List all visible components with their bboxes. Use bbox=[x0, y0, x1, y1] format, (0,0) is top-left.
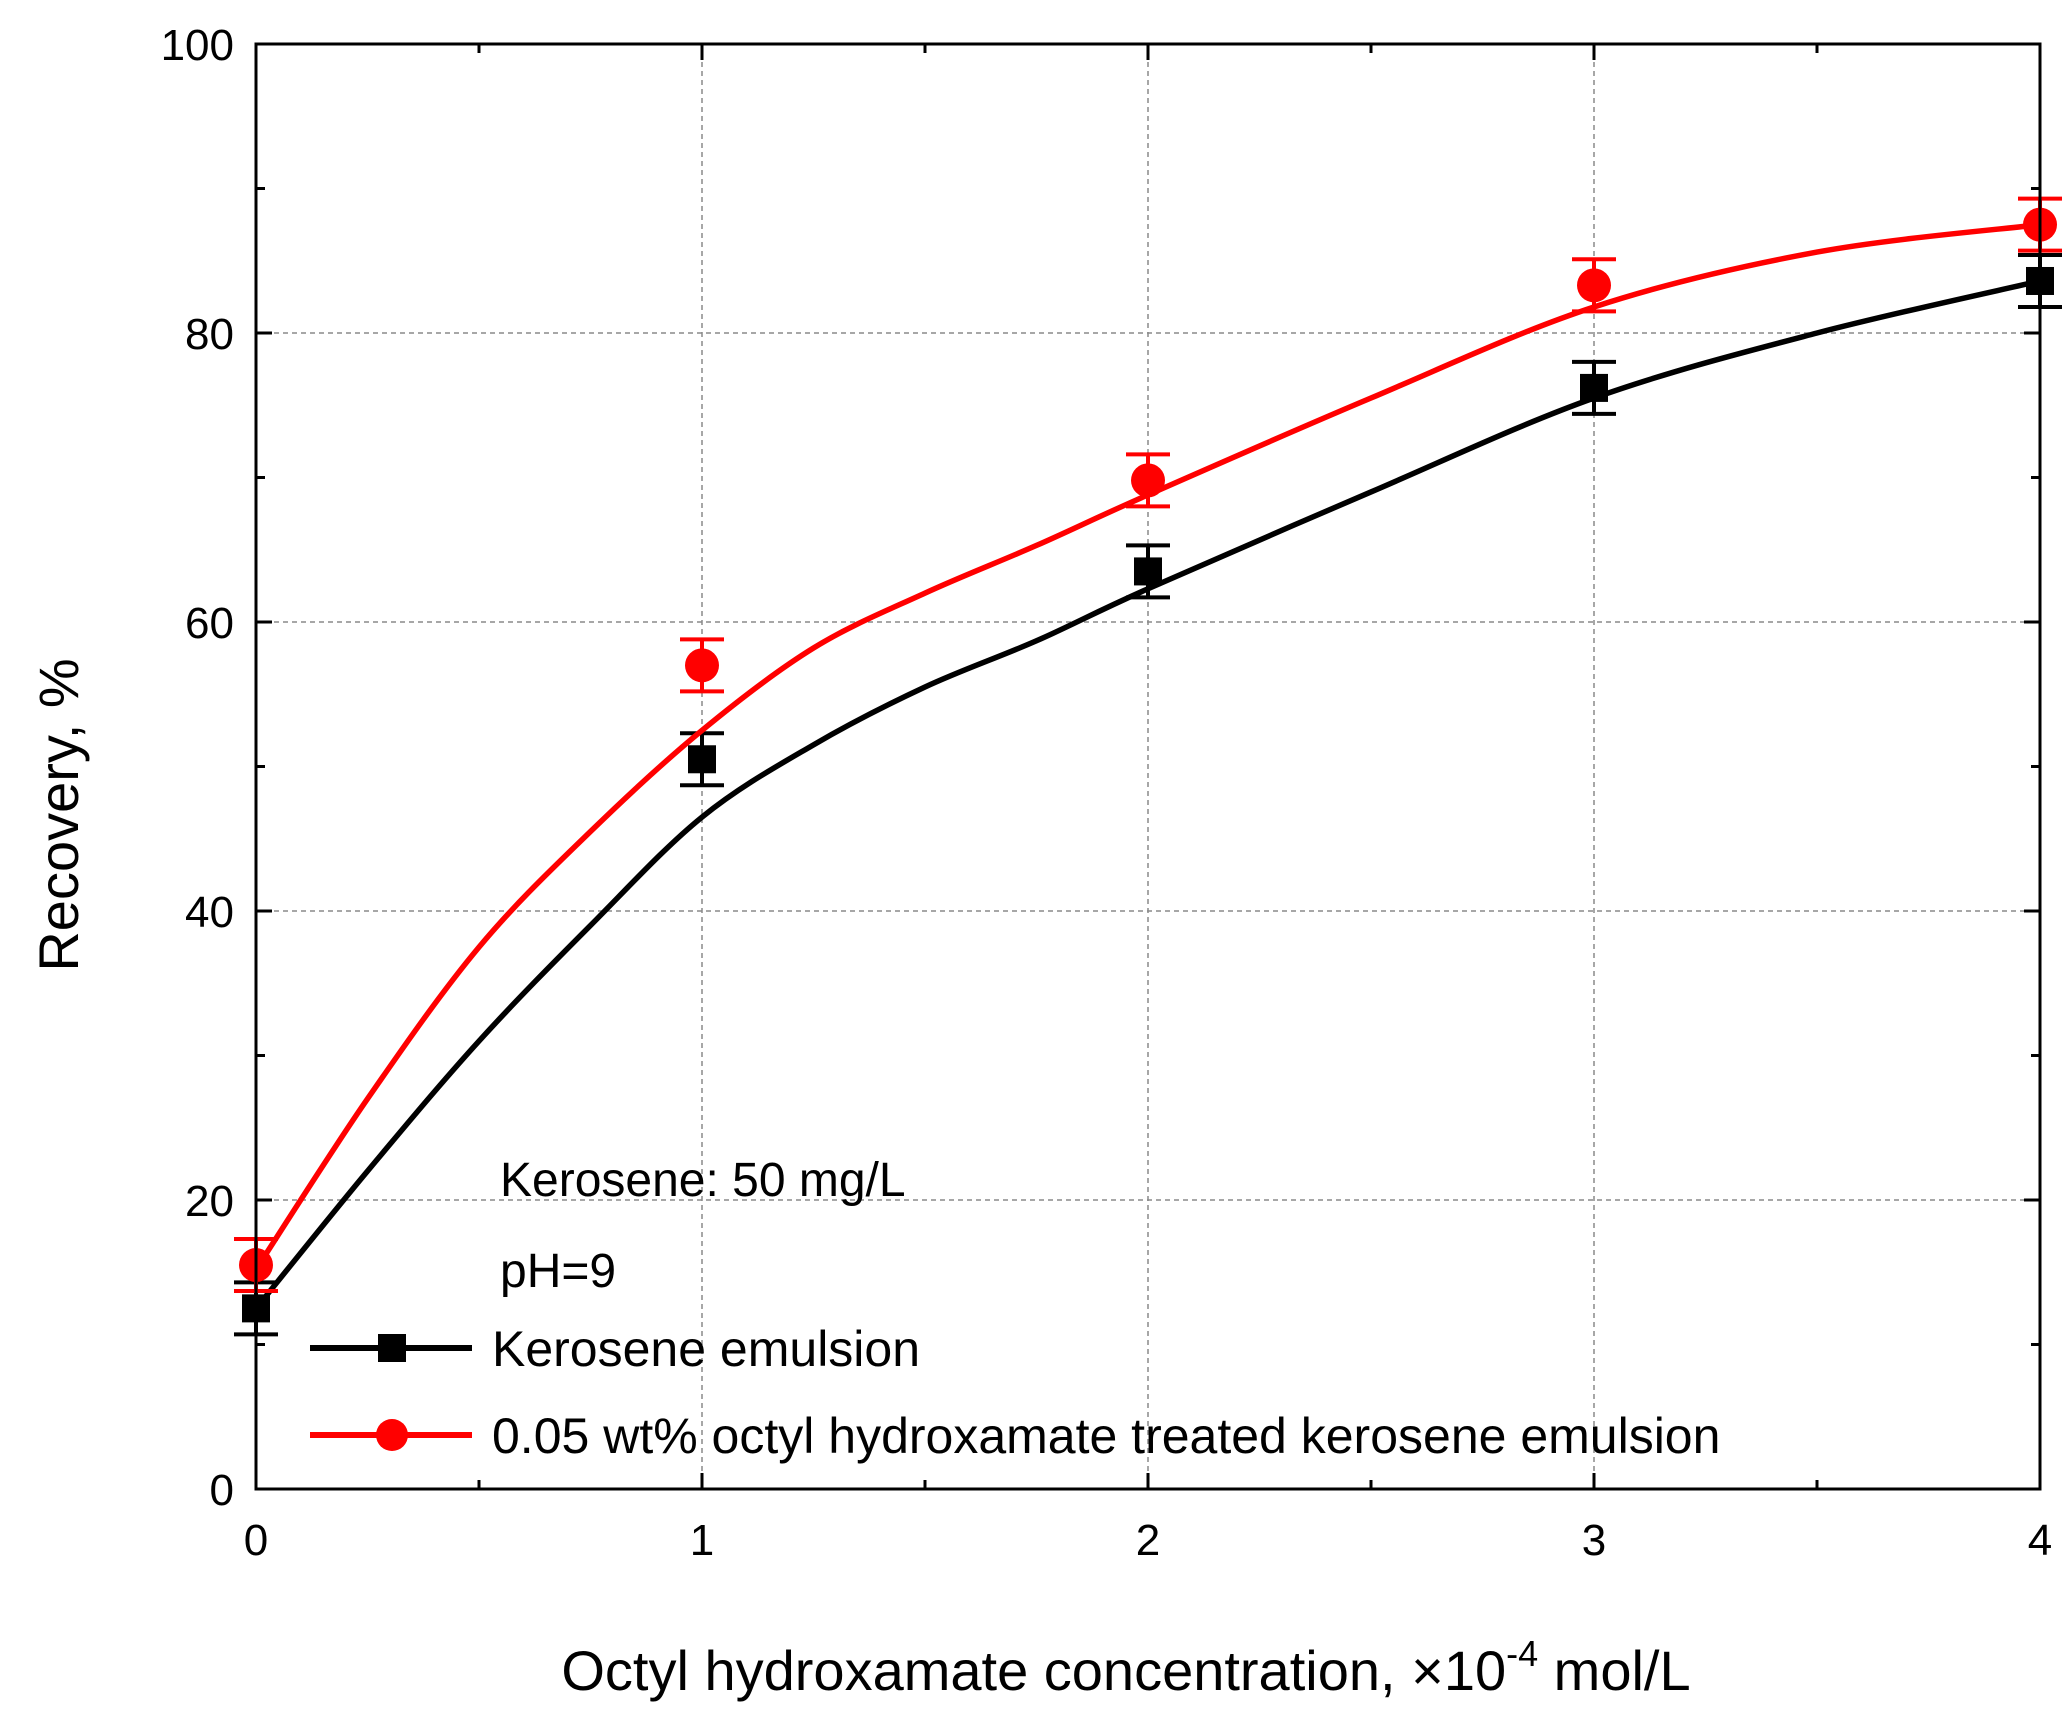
x-tick-label: 1 bbox=[690, 1516, 714, 1565]
legend-item-treated-emulsion: 0.05 wt% octyl hydroxamate treated keros… bbox=[310, 1408, 1720, 1464]
legend: Kerosene emulsion 0.05 wt% octyl hydroxa… bbox=[310, 1321, 1720, 1464]
annotation-ph: pH=9 bbox=[500, 1245, 616, 1298]
y-tick-label: 60 bbox=[185, 599, 234, 648]
x-axis-title-exponent: -4 bbox=[1506, 1633, 1538, 1674]
series-fit-line bbox=[253, 221, 2041, 1271]
y-tick-label: 40 bbox=[185, 888, 234, 937]
data-point-square bbox=[1134, 557, 1162, 586]
data-point-square bbox=[688, 745, 716, 774]
legend-marker-circle bbox=[376, 1419, 408, 1451]
annotation-kerosene: Kerosene: 50 mg/L bbox=[500, 1154, 906, 1207]
x-axis-title: Octyl hydroxamate concentration, ×10-4 m… bbox=[561, 1633, 1690, 1702]
legend-marker-square bbox=[378, 1334, 406, 1362]
series-fit-line bbox=[253, 278, 2041, 1311]
data-point-square bbox=[1580, 373, 1608, 402]
series-treated-emulsion bbox=[234, 196, 2062, 1294]
data-point-circle bbox=[1131, 463, 1165, 498]
legend-label-treated-emulsion: 0.05 wt% octyl hydroxamate treated keros… bbox=[492, 1408, 1720, 1464]
x-tick-label: 0 bbox=[244, 1516, 268, 1565]
plot-series bbox=[234, 196, 2062, 1337]
y-axis-title: Recovery, % bbox=[27, 658, 90, 971]
y-tick-label: 0 bbox=[210, 1466, 234, 1515]
x-axis-title-unit-prefix: ×10 bbox=[1411, 1639, 1506, 1702]
x-tick-label: 4 bbox=[2028, 1516, 2052, 1565]
data-point-circle bbox=[685, 648, 719, 683]
legend-item-kerosene-emulsion: Kerosene emulsion bbox=[310, 1321, 920, 1377]
x-axis-title-unit-suffix: mol/L bbox=[1538, 1639, 1691, 1702]
legend-label-kerosene-emulsion: Kerosene emulsion bbox=[492, 1321, 920, 1377]
y-tick-label: 20 bbox=[185, 1177, 234, 1226]
y-tick-label: 80 bbox=[185, 310, 234, 359]
y-tick-label: 100 bbox=[161, 21, 234, 70]
data-point-circle bbox=[1577, 268, 1611, 303]
x-axis-title-main: Octyl hydroxamate concentration, bbox=[561, 1639, 1411, 1702]
x-tick-label: 3 bbox=[1582, 1516, 1606, 1565]
x-tick-label: 2 bbox=[1136, 1516, 1160, 1565]
